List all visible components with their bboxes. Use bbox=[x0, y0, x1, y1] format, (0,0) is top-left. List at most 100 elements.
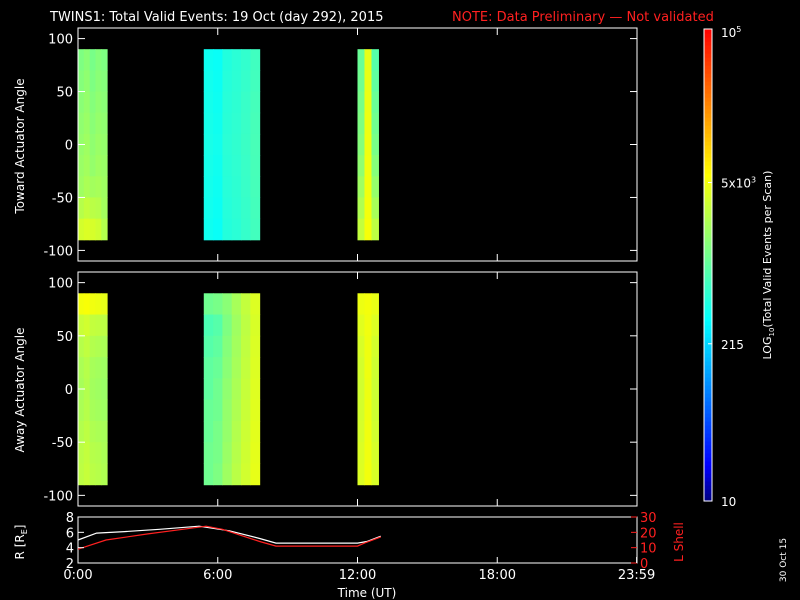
heatmap-cell bbox=[371, 91, 379, 114]
colorbar-segment bbox=[704, 425, 712, 430]
heatmap-cell bbox=[364, 218, 372, 241]
colorbar-segment bbox=[704, 29, 712, 34]
heatmap-cell bbox=[213, 314, 223, 337]
heatmap-cell bbox=[231, 70, 242, 93]
heatmap-cell bbox=[231, 335, 242, 358]
heatmap-cell bbox=[241, 357, 251, 379]
heatmap-cell bbox=[357, 176, 365, 198]
heatmap-cell bbox=[357, 463, 365, 486]
colorbar-segment bbox=[704, 413, 712, 418]
y-tick-label: 100 bbox=[48, 33, 73, 48]
colorbar-segment bbox=[704, 465, 712, 470]
colorbar-segment bbox=[704, 369, 712, 374]
heatmap-cell bbox=[231, 133, 242, 156]
colorbar-segment bbox=[704, 449, 712, 454]
heatmap-cell bbox=[95, 218, 102, 241]
heatmap-cell bbox=[371, 314, 379, 337]
colorbar-segment bbox=[704, 385, 712, 390]
heatmap-cell bbox=[222, 442, 233, 464]
heatmap-cell bbox=[231, 314, 242, 337]
colorbar-segment bbox=[704, 237, 712, 242]
heatmap-cell bbox=[78, 176, 85, 198]
colorbar-segment bbox=[704, 481, 712, 486]
heatmap-cell bbox=[203, 314, 214, 337]
colorbar-segment bbox=[704, 181, 712, 186]
colorbar-segment bbox=[704, 241, 712, 246]
colorbar-segment bbox=[704, 213, 712, 218]
colorbar-segment bbox=[704, 497, 712, 502]
heatmap-cell bbox=[241, 293, 251, 316]
heatmap-cell bbox=[83, 420, 91, 443]
colorbar-segment bbox=[704, 405, 712, 410]
colorbar-segment bbox=[704, 189, 712, 194]
heatmap-cell bbox=[95, 314, 102, 337]
heatmap-cell bbox=[231, 378, 242, 401]
heatmap-cell bbox=[89, 91, 96, 114]
colorbar-segment bbox=[704, 333, 712, 338]
colorbar-segment bbox=[704, 265, 712, 270]
heatmap-cell bbox=[364, 197, 372, 220]
colorbar-segment bbox=[704, 153, 712, 158]
y-tick-label: 100 bbox=[48, 277, 73, 292]
heatmap-cell bbox=[203, 357, 214, 379]
heatmap-cell bbox=[250, 442, 261, 464]
heatmap-cell bbox=[364, 133, 372, 156]
heatmap-cell bbox=[78, 314, 85, 337]
heatmap-cell bbox=[371, 155, 379, 177]
heatmap-cell bbox=[213, 442, 223, 464]
away-angle-panel: -100 -50 0 50 100 bbox=[43, 271, 638, 507]
heatmap-cell bbox=[371, 442, 379, 464]
colorbar-segment bbox=[704, 269, 712, 274]
heatmap-cell bbox=[371, 420, 379, 443]
heatmap-cell bbox=[101, 463, 108, 486]
heatmap-cell bbox=[101, 133, 108, 156]
colorbar-segment bbox=[704, 245, 712, 250]
y-tick-label: 8 bbox=[66, 511, 74, 526]
heatmap-cell bbox=[250, 176, 261, 198]
heatmap-cell bbox=[364, 378, 372, 401]
colorbar-segment bbox=[704, 113, 712, 118]
heatmap-cell bbox=[203, 70, 214, 93]
heatmap-cell bbox=[250, 112, 261, 135]
colorbar-segment bbox=[704, 101, 712, 106]
heatmap-cell bbox=[364, 70, 372, 93]
heatmap-cell bbox=[231, 463, 242, 486]
heatmap-cell bbox=[364, 91, 372, 114]
colorbar-segment bbox=[704, 109, 712, 114]
heatmap-cell bbox=[250, 463, 261, 486]
x-tick-label: 18:00 bbox=[479, 568, 516, 583]
radius-ylabel: R [RE] bbox=[13, 525, 29, 560]
colorbar-segment bbox=[704, 217, 712, 222]
heatmap-cell bbox=[203, 112, 214, 135]
colorbar-segment bbox=[704, 453, 712, 458]
heatmap-cell bbox=[222, 91, 233, 114]
colorbar-segment bbox=[704, 57, 712, 62]
heatmap-cell bbox=[83, 399, 91, 422]
heatmap-cell bbox=[101, 335, 108, 358]
colorbar-segment bbox=[704, 493, 712, 498]
colorbar-segment bbox=[704, 249, 712, 254]
heatmap-cell bbox=[231, 442, 242, 464]
colorbar-segment bbox=[704, 185, 712, 190]
colorbar-segment bbox=[704, 53, 712, 58]
heatmap-cell bbox=[101, 112, 108, 135]
colorbar-segment bbox=[704, 285, 712, 290]
y-tick-label: 4 bbox=[66, 542, 74, 557]
colorbar-segment bbox=[704, 145, 712, 150]
heatmap-cell bbox=[95, 70, 102, 93]
heatmap-cell bbox=[78, 420, 85, 443]
colorbar-segment bbox=[704, 461, 712, 466]
heatmap-cell bbox=[357, 357, 365, 379]
y-tick-label: 0 bbox=[65, 139, 73, 154]
heatmap-cell bbox=[83, 378, 91, 401]
heatmap-cell bbox=[231, 293, 242, 316]
heatmap-cell bbox=[241, 335, 251, 358]
colorbar-segment bbox=[704, 365, 712, 370]
heatmap-cell bbox=[78, 197, 85, 220]
heatmap-cell bbox=[357, 218, 365, 241]
heatmap-cell bbox=[203, 176, 214, 198]
heatmap-cell bbox=[101, 197, 108, 220]
heatmap-cell bbox=[95, 133, 102, 156]
colorbar-segment bbox=[704, 433, 712, 438]
heatmap-cell bbox=[95, 335, 102, 358]
